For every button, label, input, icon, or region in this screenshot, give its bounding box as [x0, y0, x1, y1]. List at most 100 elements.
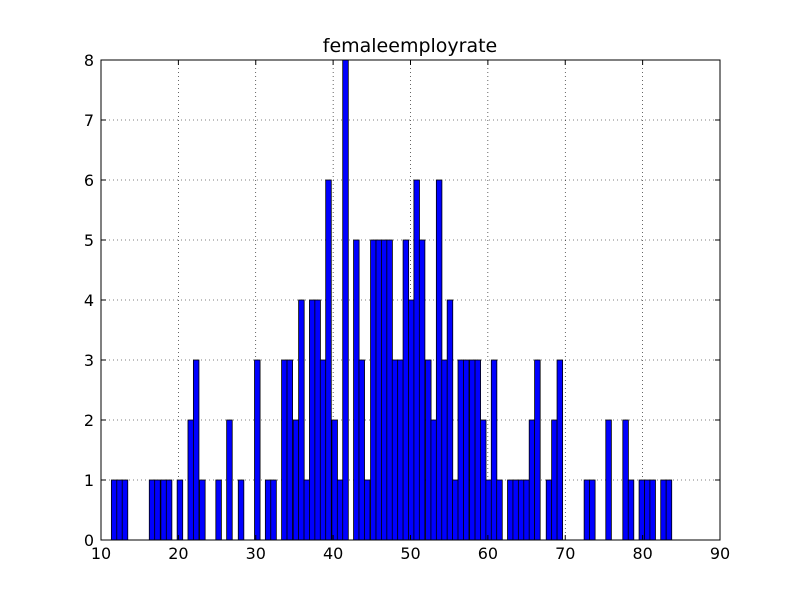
x-tick-label: 90 — [710, 544, 730, 563]
histogram-bar — [110, 479, 118, 541]
histogram-bar — [386, 239, 393, 541]
y-tick-label: 2 — [84, 411, 94, 430]
histogram-bar — [408, 299, 415, 541]
histogram-bar — [363, 479, 371, 541]
y-tick-label: 6 — [84, 171, 94, 190]
histogram-bar — [397, 359, 404, 541]
x-tick-label: 40 — [323, 544, 343, 563]
histogram-bar — [523, 479, 530, 541]
histogram-bar — [457, 359, 464, 541]
histogram-bar — [303, 479, 311, 541]
histogram-bar — [314, 299, 321, 541]
histogram-bar — [665, 479, 673, 541]
histogram-bar — [441, 359, 448, 541]
histogram-bar — [309, 299, 316, 541]
histogram-bar — [402, 239, 410, 541]
x-tick-label: 80 — [632, 544, 652, 563]
histogram-bar — [649, 479, 656, 541]
histogram-bar — [480, 419, 487, 541]
histogram-bar — [485, 479, 492, 541]
histogram-bar — [517, 479, 525, 541]
histogram-bar — [199, 479, 206, 541]
histogram-bar — [507, 479, 514, 541]
histogram-bar — [490, 359, 498, 541]
histogram-bar — [644, 479, 651, 541]
histogram-bar — [281, 359, 288, 541]
histogram-bar — [358, 359, 365, 541]
histogram-bar — [583, 479, 591, 541]
histogram-bar — [116, 479, 123, 541]
histogram-bar — [512, 479, 519, 541]
histogram-bar — [528, 419, 536, 541]
histogram-bar — [556, 359, 564, 541]
histogram-bar — [545, 479, 553, 541]
histogram-bar — [286, 359, 293, 541]
histogram-bar — [154, 479, 161, 541]
y-tick-label: 3 — [84, 351, 94, 370]
y-tick-label: 7 — [84, 111, 94, 130]
y-tick-label: 4 — [84, 291, 94, 310]
y-tick-label: 1 — [84, 471, 94, 490]
histogram-bar — [435, 179, 443, 541]
x-tick-label: 60 — [478, 544, 498, 563]
y-tick-label: 0 — [84, 531, 94, 550]
histogram-bar — [452, 479, 459, 541]
histogram-bar — [469, 359, 476, 541]
histogram-bar — [160, 479, 167, 541]
x-tick-label: 70 — [555, 544, 575, 563]
histogram-bar — [254, 359, 261, 541]
histogram-bar — [391, 359, 399, 541]
histogram-bar — [353, 239, 360, 541]
x-tick-label: 50 — [400, 544, 420, 563]
histogram-bar — [121, 479, 129, 541]
histogram-bar — [463, 359, 470, 541]
histogram-bar — [176, 479, 184, 541]
y-tick-label: 8 — [84, 51, 94, 70]
histogram-bar — [187, 419, 194, 541]
histogram-bar — [474, 359, 482, 541]
histogram-bar — [325, 179, 332, 541]
x-tick-label: 30 — [246, 544, 266, 563]
histogram-bars — [110, 59, 673, 541]
histogram-bar — [418, 239, 426, 541]
histogram-bar — [370, 239, 377, 541]
histogram-bar — [627, 479, 635, 541]
chart-title: femaleemployrate — [323, 35, 498, 57]
histogram-bar — [336, 479, 344, 541]
histogram-bar — [292, 419, 300, 541]
histogram-bar — [430, 419, 437, 541]
histogram-bar — [551, 419, 558, 541]
axis-ticks — [100, 59, 721, 541]
histogram-bar — [319, 359, 327, 541]
x-tick-label: 20 — [168, 544, 188, 563]
histogram-bar — [226, 419, 233, 541]
histogram-bar — [638, 479, 646, 541]
histogram-bar — [446, 299, 454, 541]
x-tick-label: 10 — [91, 544, 111, 563]
axis-tick-labels: 10 20 30 40 50 60 70 80 90 0 1 2 3 4 5 6 7 8 — [84, 51, 730, 563]
histogram-bar — [215, 479, 222, 541]
histogram-bar — [264, 479, 272, 541]
histogram-bar — [534, 359, 541, 541]
histogram-bar — [413, 179, 420, 541]
y-tick-label: 5 — [84, 231, 94, 250]
histogram-bar — [496, 479, 503, 541]
histogram-bar — [192, 359, 200, 541]
histogram-bar — [589, 479, 596, 541]
histogram-bar — [331, 419, 338, 541]
histogram-bar — [660, 479, 667, 541]
histogram-bar — [425, 359, 432, 541]
grid-lines — [101, 60, 720, 540]
histogram-bar — [165, 479, 173, 541]
histogram-bar — [605, 419, 612, 541]
histogram-bar — [375, 239, 382, 541]
histogram-bar — [342, 59, 349, 541]
histogram-bar — [298, 299, 305, 541]
histogram-bar — [270, 479, 277, 541]
histogram-bar — [237, 479, 245, 541]
histogram-bar — [622, 419, 629, 541]
histogram-bar — [148, 479, 156, 541]
histogram-bar — [381, 239, 388, 541]
